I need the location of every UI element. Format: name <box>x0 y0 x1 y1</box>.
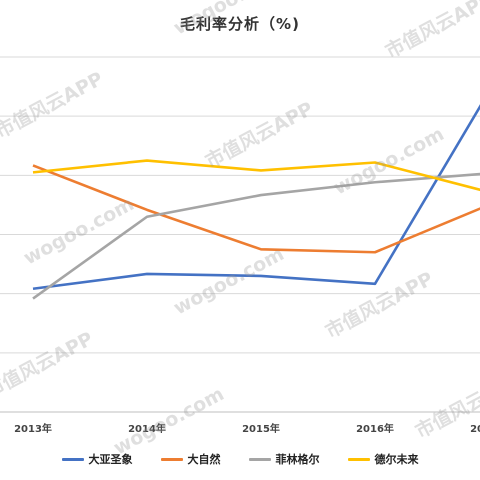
legend: 大亚圣象 大自然 菲林格尔 德尔未来 <box>0 451 480 467</box>
legend-label: 菲林格尔 <box>275 453 320 466</box>
series-line-1 <box>32 104 480 291</box>
series-lines <box>32 104 480 300</box>
legend-swatch <box>347 457 370 461</box>
x-tick-label: 2017年 <box>470 422 480 435</box>
chart-title: 毛利率分析（%) <box>180 15 300 33</box>
legend-label: 德尔未来 <box>374 453 419 466</box>
x-tick-label: 2015年 <box>242 422 280 435</box>
x-tick-label: 2016年 <box>356 422 394 435</box>
x-axis-ticks: 2013年 2014年 2015年 2016年 2017年 <box>14 422 480 435</box>
gridlines <box>0 56 480 413</box>
legend-item: 大自然 <box>160 451 221 467</box>
legend-label: 大亚圣象 <box>88 453 133 466</box>
series-line-4 <box>32 159 480 192</box>
x-tick-label: 2014年 <box>128 422 166 435</box>
legend-item: 大亚圣象 <box>61 451 133 467</box>
legend-swatch <box>248 457 271 461</box>
legend-item: 菲林格尔 <box>248 451 320 467</box>
legend-swatch <box>160 457 183 461</box>
legend-swatch <box>61 457 84 461</box>
legend-item: 德尔未来 <box>347 451 419 467</box>
legend-label: 大自然 <box>187 453 221 466</box>
x-tick-label: 2013年 <box>14 422 52 435</box>
